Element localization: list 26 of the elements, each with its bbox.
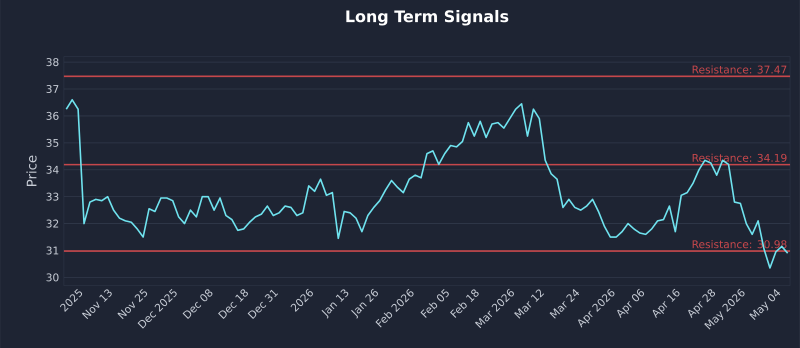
- x-tick-label: Jan 13: [322, 289, 348, 319]
- x-tick-label: Mar 24: [550, 288, 580, 319]
- y-tick-label: 32: [46, 219, 58, 228]
- x-tick-label: Apr 06: [617, 288, 644, 318]
- y-tick-label: 31: [46, 246, 58, 254]
- x-tick-label: Dec 18: [218, 289, 248, 319]
- y-tick-label: 30: [46, 273, 59, 282]
- x-tick-label: Feb 05: [420, 288, 449, 318]
- y-tick-label: 33: [46, 192, 58, 201]
- x-tick-label: Mar 12: [514, 289, 544, 319]
- x-tick-label: Dec 31: [248, 290, 278, 319]
- line-series: [65, 98, 788, 269]
- y-tick-label: 38: [46, 58, 59, 66]
- y-tick-label: 34: [46, 166, 59, 174]
- x-tick-label: Apr 16: [652, 288, 680, 318]
- ref-line-label: Resistance: 37.47: [692, 65, 786, 74]
- y-tick-label: 37: [46, 84, 58, 93]
- x-tick-label: Jan 26: [351, 288, 378, 319]
- y-tick-label: 35: [46, 138, 58, 147]
- y-tick-label: 36: [46, 112, 59, 120]
- x-tick-label: Nov 13: [82, 289, 112, 320]
- chart-title: Long Term Signals: [346, 10, 508, 26]
- x-tick-label: Feb 18: [450, 289, 479, 318]
- y-axis-title: Price: [26, 156, 37, 186]
- x-tick-label: Dec 08: [182, 289, 212, 319]
- ref-line-label: Resistance: 34.19: [692, 154, 787, 162]
